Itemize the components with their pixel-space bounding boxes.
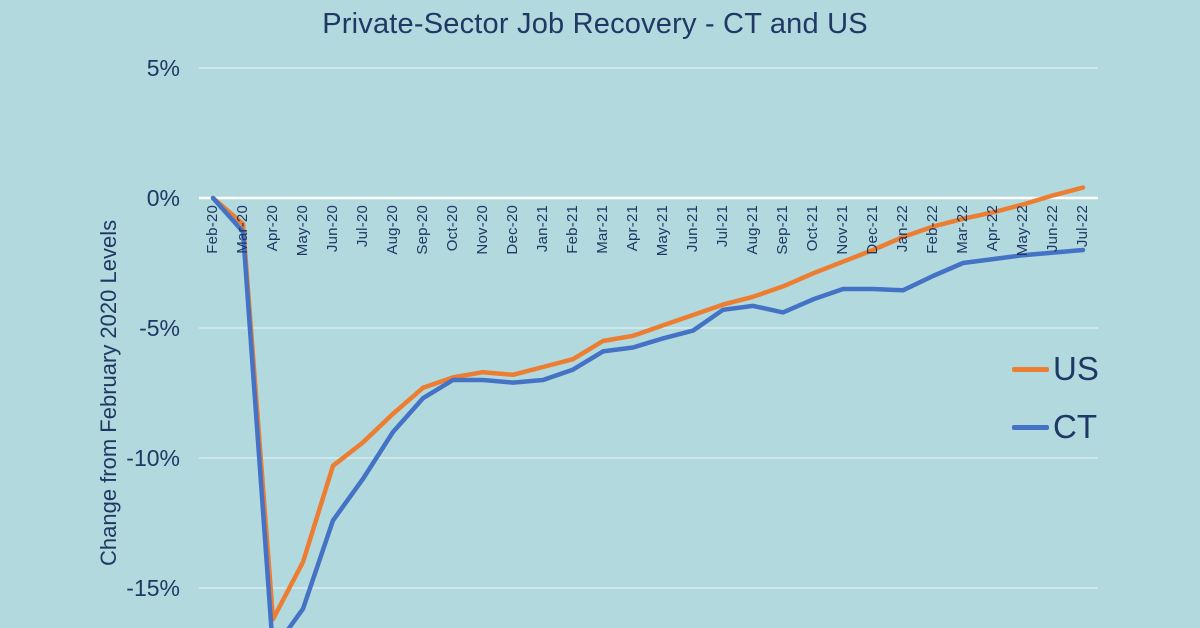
- series-lines: [210, 185, 1086, 628]
- y-tick-label--15%: -15%: [126, 575, 180, 601]
- x-tick-label-Oct-20: Oct-20: [444, 205, 461, 252]
- x-tick-label-Feb-22: Feb-22: [924, 205, 941, 254]
- x-tick-label-Dec-21: Dec-21: [864, 205, 881, 255]
- x-tick-label-May-21: May-21: [654, 205, 671, 257]
- x-tick-label-Mar-21: Mar-21: [594, 205, 611, 254]
- x-tick-label-Jul-21: Jul-21: [714, 205, 731, 248]
- x-tick-label-Apr-22: Apr-22: [984, 205, 1001, 252]
- x-tick-label-Aug-21: Aug-21: [744, 205, 761, 255]
- x-tick-label-May-20: May-20: [294, 205, 311, 257]
- gridlines: [199, 67, 1098, 589]
- x-tick-label-Jul-22: Jul-22: [1074, 205, 1091, 248]
- x-tick-label-Sep-20: Sep-20: [414, 205, 431, 255]
- x-tick-label-Nov-20: Nov-20: [474, 205, 491, 255]
- x-tick-label-Jun-20: Jun-20: [324, 205, 341, 253]
- ct-line-swatch: [1012, 424, 1049, 430]
- legend-item-us: US: [1012, 340, 1099, 398]
- y-axis-title: Change from February 2020 Levels: [96, 219, 121, 567]
- x-tick-label-Mar-20: Mar-20: [234, 205, 251, 254]
- x-tick-label-Mar-22: Mar-22: [954, 205, 971, 254]
- chart-title: Private-Sector Job Recovery - CT and US: [322, 8, 868, 40]
- x-tick-label-Jul-20: Jul-20: [354, 205, 371, 248]
- x-tick-label-Feb-21: Feb-21: [564, 205, 581, 254]
- x-tick-label-Nov-21: Nov-21: [834, 205, 851, 255]
- x-tick-label-Aug-20: Aug-20: [384, 205, 401, 255]
- x-tick-label-Sep-21: Sep-21: [774, 205, 791, 255]
- ct-data-line: [210, 195, 1086, 628]
- y-tick-label--5%: -5%: [139, 315, 180, 341]
- x-tick-label-Jun-21: Jun-21: [684, 205, 701, 253]
- x-tick-label-May-22: May-22: [1014, 205, 1031, 257]
- x-tick-label-Apr-20: Apr-20: [264, 205, 281, 252]
- x-tick-label-Jan-22: Jan-22: [894, 205, 911, 253]
- x-tick-label-Oct-21: Oct-21: [804, 205, 821, 252]
- x-tick-label-Feb-20: Feb-20: [204, 205, 221, 254]
- x-tick-label-Jan-21: Jan-21: [534, 205, 551, 253]
- legend-item-ct: CT: [1012, 398, 1099, 456]
- us-data-line: [210, 185, 1086, 622]
- x-tick-label-Jun-22: Jun-22: [1044, 205, 1061, 253]
- legend-label-us: US: [1053, 350, 1099, 387]
- y-tick-label-0%: 0%: [146, 185, 180, 211]
- legend-label-ct: CT: [1053, 408, 1097, 445]
- y-tick-label--10%: -10%: [126, 445, 180, 471]
- us-line-swatch: [1012, 366, 1049, 372]
- x-tick-label-Dec-20: Dec-20: [504, 205, 521, 255]
- y-tick-label-5%: 5%: [146, 55, 180, 81]
- x-tick-label-Apr-21: Apr-21: [624, 205, 641, 252]
- legend: US CT: [1012, 340, 1099, 456]
